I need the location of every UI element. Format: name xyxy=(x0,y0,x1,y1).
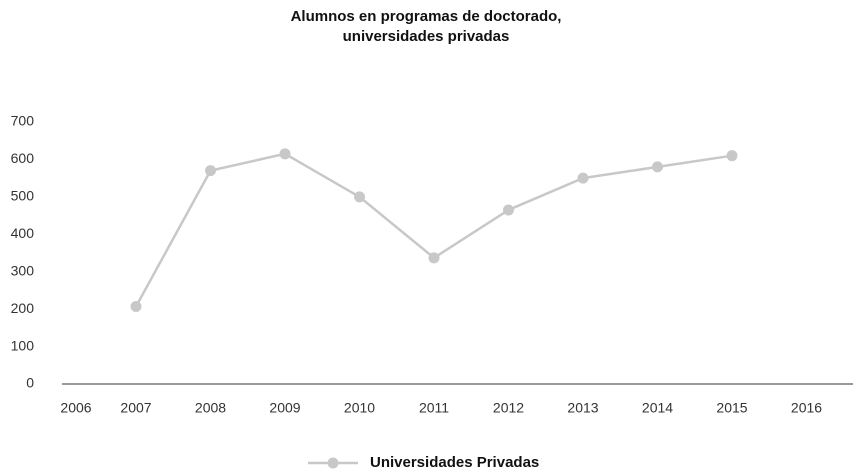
data-point xyxy=(652,161,663,173)
y-tick-label: 500 xyxy=(11,188,35,204)
x-tick-label: 2007 xyxy=(120,400,151,416)
y-tick-label: 100 xyxy=(11,337,35,353)
y-tick-label: 700 xyxy=(11,113,35,129)
x-tick-label: 2010 xyxy=(344,400,375,416)
y-tick-label: 0 xyxy=(26,375,34,391)
x-tick-label: 2016 xyxy=(791,400,822,416)
x-tick-label: 2012 xyxy=(493,400,524,416)
data-point xyxy=(279,148,291,160)
x-tick-label: 2013 xyxy=(567,400,598,416)
series-line xyxy=(134,152,733,308)
data-point xyxy=(428,252,440,264)
chart-title: universidades privadas xyxy=(343,28,510,45)
x-tick-label: 2006 xyxy=(60,400,91,416)
x-tick-label: 2014 xyxy=(642,400,673,416)
y-tick-label: 400 xyxy=(11,225,35,241)
data-point xyxy=(503,204,514,216)
data-point xyxy=(354,191,365,203)
x-tick-label: 2008 xyxy=(195,400,226,416)
data-point xyxy=(726,150,738,162)
data-point xyxy=(130,301,142,313)
x-tick-label: 2011 xyxy=(419,400,449,416)
x-tick-label: 2009 xyxy=(269,400,300,416)
legend-marker xyxy=(327,457,339,469)
chart-title: Alumnos en programas de doctorado, xyxy=(291,8,562,25)
x-tick-label: 2015 xyxy=(716,400,747,416)
y-tick-label: 300 xyxy=(11,262,35,278)
y-tick-label: 600 xyxy=(11,150,35,166)
legend-label: Universidades Privadas xyxy=(370,454,539,471)
data-point xyxy=(205,165,216,177)
data-point xyxy=(577,172,589,184)
y-tick-label: 200 xyxy=(11,300,35,316)
